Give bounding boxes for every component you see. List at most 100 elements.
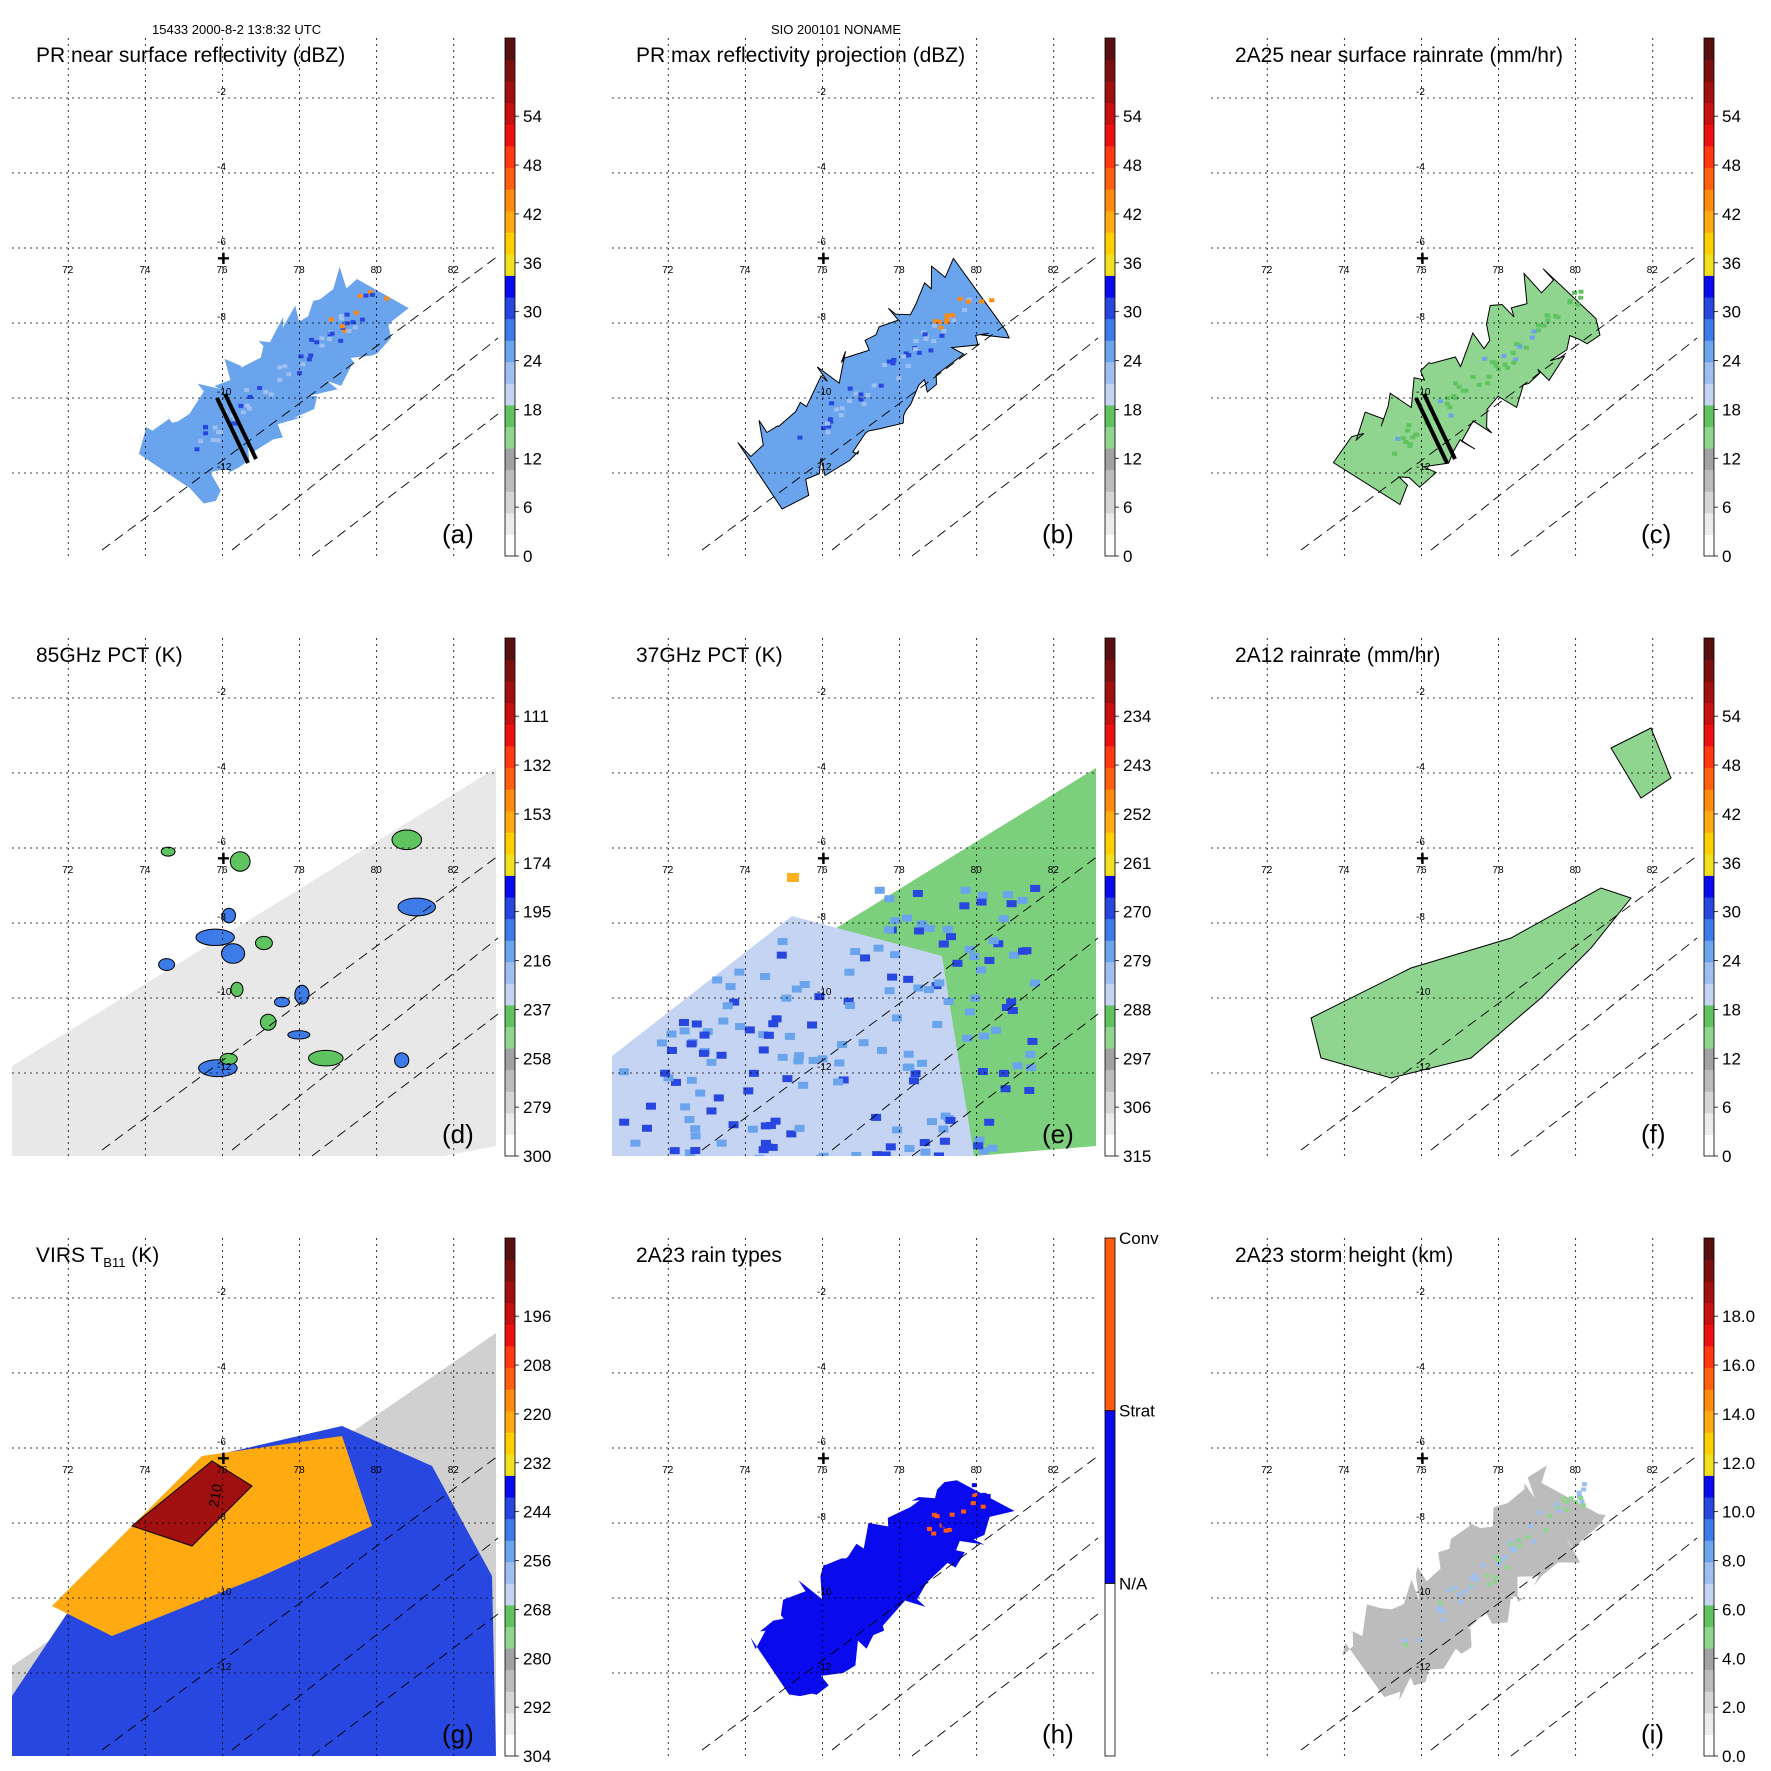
colorbar-tick: 315 (1123, 1147, 1151, 1166)
colorbar-segment (505, 940, 515, 963)
lat-label: -12 (217, 462, 232, 473)
pixel (829, 401, 835, 406)
colorbar-segment (505, 1134, 515, 1157)
swath-edge (911, 413, 1099, 557)
lon-label: 78 (1493, 1465, 1505, 1476)
colorbar-segment (505, 702, 515, 725)
pixel (760, 1122, 771, 1130)
pixel (853, 391, 859, 396)
pixel (957, 296, 963, 301)
pixel (247, 406, 253, 411)
pixel (1006, 998, 1017, 1006)
pixel (758, 1146, 769, 1154)
pixel (1545, 318, 1551, 323)
colorbar-segment (1704, 875, 1714, 898)
colorbar-segment (1704, 512, 1714, 535)
panel-title: VIRS TB11 (K) (36, 1244, 159, 1270)
header-orbit-time: 15433 2000-8-2 13:8:32 UTC (152, 22, 322, 37)
panel-d: 72 74 76 78 80 82 -2 -4 -6 -8 -10 -12 +85GHz PCT (K)… (12, 637, 551, 1166)
pixel (962, 308, 968, 313)
pixel (722, 1002, 733, 1010)
pixel (945, 933, 956, 941)
panel-letter: (h) (1042, 1719, 1074, 1749)
pixel (1544, 313, 1550, 318)
colorbar-frame (1104, 37, 1116, 557)
colorbar-segment (1105, 875, 1115, 898)
lon-label: 72 (1261, 865, 1273, 876)
cell (220, 943, 246, 964)
pixel (797, 435, 803, 440)
pixel (660, 1069, 671, 1077)
colorbar-segment (1704, 1069, 1714, 1092)
pixel (263, 390, 269, 395)
colorbar-segment (1704, 724, 1714, 747)
pixel (1496, 1558, 1502, 1563)
panel-letter: (b) (1042, 519, 1074, 549)
colorbar-segment (1704, 1091, 1714, 1114)
pixel (1492, 1579, 1498, 1584)
colorbar-tick: 48 (1123, 156, 1142, 175)
colorbar-segment (505, 404, 515, 427)
colorbar-segment (1105, 81, 1115, 104)
pixel (296, 371, 302, 376)
pixel (784, 1032, 795, 1040)
pixel (941, 328, 947, 333)
pixel (980, 1504, 986, 1509)
colorbar-segment (1105, 853, 1115, 876)
colorbar-segment (1704, 1626, 1714, 1649)
panel-i: 72 74 76 78 80 82 -2 -4 -6 -8 -10 -12 +2A23 storm he… (1211, 1237, 1755, 1766)
pixel (1405, 428, 1411, 433)
pixel (686, 1040, 697, 1048)
colorbar: 0 6 12 18 24 30 36 42 48 54 (504, 37, 542, 566)
colorbar-segment (1105, 38, 1115, 61)
colorbar-segment (1105, 275, 1115, 298)
panel-a: 72 74 76 78 80 82 -2 -4 -6 -8 -10 -12 + PR near surfa… (12, 37, 542, 566)
pixel (961, 1509, 967, 1514)
colorbar-segment (1704, 1048, 1714, 1071)
cell (391, 829, 423, 851)
colorbar-tick: 24 (1722, 352, 1741, 371)
pixel (1017, 896, 1028, 904)
colorbar-segment (505, 789, 515, 812)
colorbar-tick: 30 (1123, 303, 1142, 322)
colorbar-tick: 42 (1123, 205, 1142, 224)
lon-label: 80 (971, 1465, 983, 1476)
pixel (309, 337, 315, 342)
colorbar-segment (1105, 1112, 1115, 1135)
pixel (1009, 951, 1020, 959)
pixel (1410, 435, 1416, 440)
pixel (828, 419, 834, 424)
panel-title: PR max reflectivity projection (dBZ) (636, 44, 965, 67)
pixel (300, 362, 306, 367)
lat-label: -10 (1416, 987, 1431, 998)
pixel (691, 1020, 702, 1028)
colorbar-segment (1704, 702, 1714, 725)
pixel (338, 314, 344, 319)
colorbar-tick: 54 (1722, 107, 1741, 126)
pixel (794, 1124, 805, 1132)
pixel (1529, 335, 1535, 340)
lat-label: -8 (217, 1512, 226, 1523)
colorbar-segment (505, 1367, 515, 1390)
lon-label: 80 (1570, 1465, 1582, 1476)
colorbar-tick: 252 (1123, 805, 1151, 824)
pixel (1027, 1037, 1038, 1045)
pixel (978, 1147, 989, 1155)
lon-label: 76 (216, 1465, 228, 1476)
colorbar: 0 6 12 18 24 30 36 42 48 54 (1104, 37, 1142, 566)
colorbar-tick: 174 (523, 854, 551, 873)
colorbar-segment (505, 1004, 515, 1027)
pixel (698, 1049, 709, 1057)
pixel (1403, 440, 1409, 445)
pixel (1029, 979, 1040, 987)
colorbar-segment (1704, 1497, 1714, 1520)
pixel (908, 1077, 919, 1085)
rain-area (1342, 1465, 1606, 1701)
pixel (794, 1641, 800, 1646)
pixel (1440, 1617, 1446, 1622)
colorbar-segment (505, 275, 515, 298)
pixel (1568, 1496, 1574, 1501)
colorbar-segment (1704, 361, 1714, 384)
pixel (939, 333, 945, 338)
pixel (838, 413, 844, 418)
